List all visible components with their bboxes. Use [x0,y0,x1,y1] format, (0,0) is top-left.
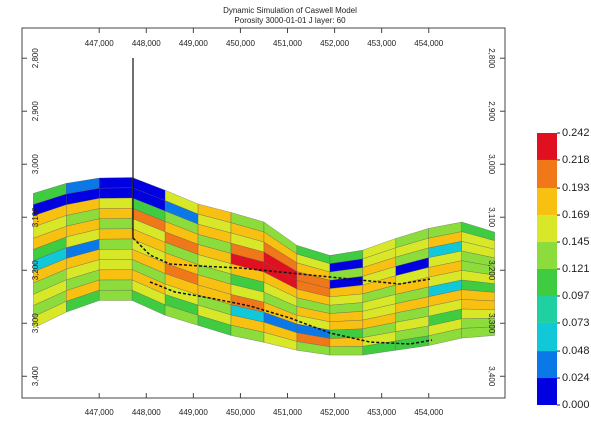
colorbar-label: 0.121 [562,263,590,275]
grid-cell [461,326,495,339]
x-tick-label: 450,000 [226,408,255,417]
colorbar-label: 0.048 [562,345,590,357]
colorbar-segment [537,322,557,352]
colorbar-label: 0.097 [562,290,590,302]
well-trajectory [149,281,433,345]
y-tick-label: 3,300 [31,313,40,334]
x-tick-label: 449,000 [179,39,208,48]
grid-cell [99,218,133,230]
colorbar-segment [537,269,557,296]
chart-title: Dynamic Simulation of Caswell Model [223,6,357,15]
colorbar-segment [537,378,557,405]
well-trajectory [132,237,431,285]
colorbar-label: 0.169 [562,209,590,221]
colorbar-label: 0.242 [562,127,590,139]
grid-cell [99,269,133,281]
grid-cell [99,238,133,250]
colorbar-label: 0.073 [562,317,590,329]
grid-cell [329,319,363,331]
y-tick-label: 2,900 [487,101,496,122]
colorbar-segment [537,188,557,216]
y-tick-label: 3,400 [31,366,40,387]
colorbar-segment [537,295,557,323]
cross-section [33,177,495,356]
grid-cell [99,197,133,209]
y-tick-label: 3,100 [31,207,40,228]
grid-cell [99,177,133,189]
y-tick-label: 3,200 [31,260,40,281]
x-tick-label: 448,000 [132,39,161,48]
colorbar-label: 0.145 [562,236,590,248]
chart-subtitle: Porosity 3000-01-01 J layer: 60 [234,16,346,25]
x-tick-label: 447,000 [85,39,114,48]
grid-cell [99,249,133,260]
y-tick-label: 3,100 [487,207,496,228]
y-tick-label: 3,400 [487,366,496,387]
x-tick-label: 448,000 [132,408,161,417]
grid-cell [99,187,133,199]
grid-cell [99,259,133,271]
grid-cell [99,290,133,301]
colorbar: 0.000 0.024 0.048 0.073 0.097 0.121 0.145 0.169… [537,127,590,411]
colorbar-segment [537,242,557,269]
x-tick-label: 451,000 [273,408,302,417]
grid-cell [329,346,363,356]
grid-cell [99,228,133,240]
y-tick-label: 3,000 [31,154,40,175]
y-tick-label: 3,000 [487,154,496,175]
colorbar-label: 0.193 [562,182,590,194]
colorbar-label: 0.218 [562,154,590,166]
colorbar-label: 0.024 [562,372,590,384]
x-tick-label: 454,000 [414,408,443,417]
plot-frame [21,27,506,399]
x-tick-label: 452,000 [320,408,349,417]
grid-cell [99,279,133,291]
colorbar-segment [537,159,557,189]
well-paths [132,58,433,345]
colorbar-segment [537,351,557,379]
y-tick-label: 3,300 [487,313,496,334]
x-tick-label: 454,000 [414,39,443,48]
x-tick-label: 449,000 [179,408,208,417]
colorbar-label: 0.000 [562,399,590,411]
colorbar-segment [537,215,557,243]
x-tick-label: 452,000 [320,39,349,48]
y-tick-label: 2,900 [31,101,40,122]
x-tick-label: 447,000 [85,408,114,417]
y-tick-label: 3,200 [487,260,496,281]
grid-cell [461,299,495,310]
y-tick-label: 2,800 [487,48,496,69]
x-tick-label: 453,000 [367,39,396,48]
grid-cell [99,208,133,219]
y-tick-label: 2,800 [31,48,40,69]
x-tick-label: 450,000 [226,39,255,48]
axes: 447,000 447,000 448,000 448,000 449,000 449,0… [22,28,505,417]
x-tick-label: 451,000 [273,39,302,48]
x-tick-label: 453,000 [367,408,396,417]
colorbar-segment [537,133,557,160]
